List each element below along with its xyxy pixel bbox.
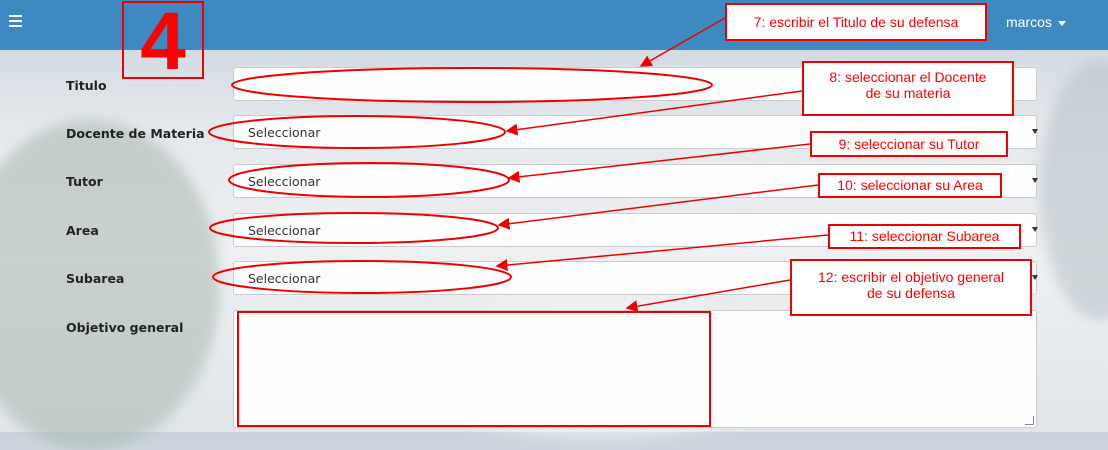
dropdown-caret-icon <box>1032 178 1038 183</box>
dropdown-caret-icon <box>1032 227 1038 232</box>
step-number-badge: 4 <box>122 1 204 83</box>
dropdown-caret-icon <box>1032 275 1038 280</box>
background-building-right <box>1040 60 1108 320</box>
docente-label: Docente de Materia <box>66 126 205 141</box>
tutor-select-value: Seleccionar <box>248 174 321 189</box>
annotation-note-10: 10: seleccionar su Area <box>818 173 1002 198</box>
subarea-label: Subarea <box>66 271 125 286</box>
background-tree-left <box>0 120 220 450</box>
dropdown-caret-icon <box>1032 129 1038 134</box>
titulo-label: Titulo <box>66 78 107 93</box>
user-name: marcos <box>1006 14 1052 30</box>
tutor-label: Tutor <box>66 174 103 189</box>
area-select-value: Seleccionar <box>248 223 321 238</box>
subarea-select-value: Seleccionar <box>248 271 321 286</box>
annotation-note-8: 8: seleccionar el Docente de su materia <box>802 61 1014 116</box>
objetivo-textarea[interactable] <box>233 310 1037 428</box>
hamburger-menu-icon[interactable] <box>9 15 22 28</box>
caret-down-icon <box>1057 20 1066 26</box>
annotation-note-7: 7: escribir el Titulo de su defensa <box>725 3 987 41</box>
area-label: Area <box>66 223 99 238</box>
annotation-note-9: 9: seleccionar su Tutor <box>810 131 1008 157</box>
annotation-note-12: 12: escribir el objetivo general de su d… <box>790 259 1032 316</box>
user-menu[interactable]: marcos <box>1006 14 1066 30</box>
docente-select-value: Seleccionar <box>248 125 321 140</box>
objetivo-label: Objetivo general <box>66 320 184 335</box>
annotation-note-11: 11: seleccionar Subarea <box>828 224 1021 249</box>
resize-handle-icon[interactable] <box>1025 416 1034 425</box>
